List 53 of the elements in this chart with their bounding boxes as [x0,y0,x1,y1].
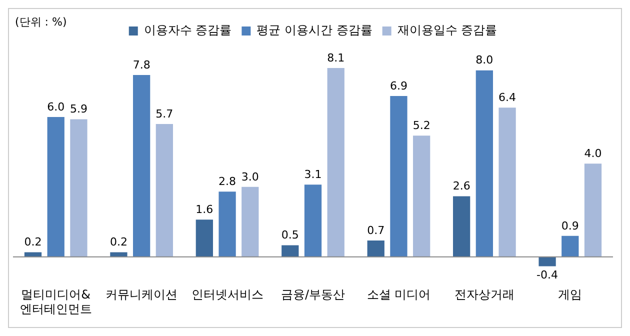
data-label: 0.9 [561,219,579,232]
bar [218,192,236,257]
bar [282,245,299,257]
data-label: 7.8 [132,58,150,72]
bar [584,164,602,257]
data-label: 0.2 [110,236,128,249]
x-tick-label: 금융/부동산 [280,288,346,302]
data-label: 5.7 [156,107,174,120]
bar [304,184,322,257]
bar [110,252,128,257]
bar [133,74,150,257]
bar [498,108,516,257]
data-label: 0.2 [24,236,42,249]
bar [24,252,42,257]
legend-label: 재이용일수 증감률 [397,23,498,38]
bar [70,119,88,257]
legend-label: 이용자수 증감률 [144,23,232,38]
bar [562,236,579,257]
bar [453,196,470,257]
bar [327,68,344,257]
data-label: 2.8 [218,174,236,188]
bar [47,116,64,257]
data-label: 6.0 [47,100,65,114]
bar [242,186,259,257]
data-label: 6.4 [498,90,516,104]
data-label: 0.7 [367,224,385,237]
data-label: 3.0 [241,170,259,184]
bar [476,70,493,257]
bar [367,240,384,257]
bar [413,136,430,257]
x-tick-label: 게임 [558,288,582,302]
data-label: 3.1 [304,168,322,181]
data-label: 8.0 [476,54,494,67]
text: (단위 : %) [15,15,67,28]
data-label: 0.5 [281,228,299,242]
data-label: 8.1 [327,51,345,64]
x-tick-label: 커뮤니케이션 [106,288,178,302]
data-label: 2.6 [452,180,470,193]
bar [196,220,213,257]
data-label: -0.4 [536,268,558,282]
x-tick-label: 소셜 미디어 [366,288,431,302]
x-tick-label: 멀티미디어& 엔터테인먼트 [20,288,92,316]
data-label: 6.9 [390,79,408,92]
bar [156,124,173,257]
x-tick-label: 전자상거래 [454,288,514,302]
data-label: 5.9 [70,102,88,116]
data-label: 5.2 [412,118,430,132]
bar [538,256,556,266]
bar [390,96,408,257]
data-label: 4.0 [584,146,602,160]
data-label: 1.6 [196,202,214,216]
legend-label: 평균 이용시간 증감률 [256,23,372,38]
x-tick-label: 인터넷서비스 [191,288,264,302]
